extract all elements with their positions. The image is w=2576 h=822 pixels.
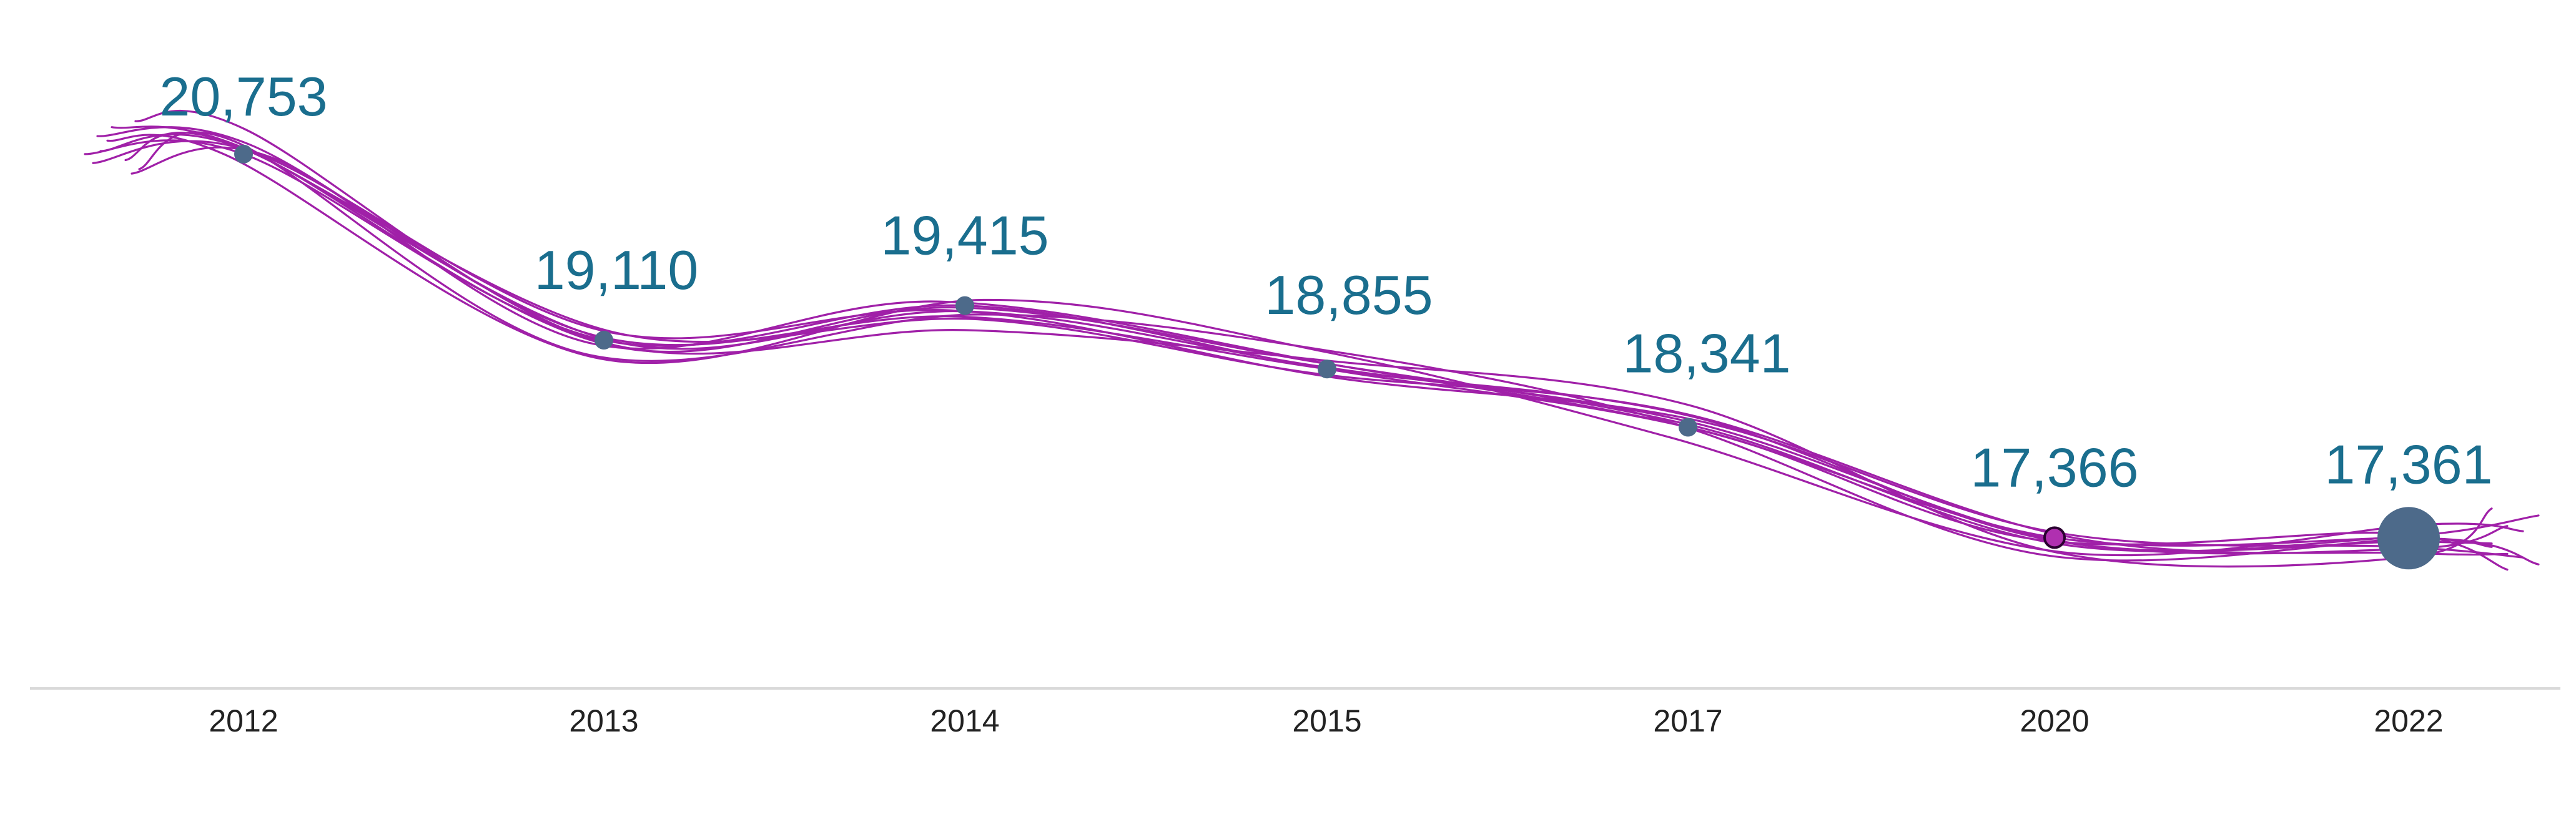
trend-lines: [84, 109, 2540, 571]
x-tick-label-2022: 2022: [2374, 703, 2443, 738]
x-tick-label-2014: 2014: [930, 703, 999, 738]
value-labels: 20,753 19,110 19,415 18,855 18,341 17,366 17,3…: [159, 66, 2492, 498]
value-label-2015: 18,855: [1265, 264, 1433, 326]
data-point-2015: [1318, 360, 1336, 379]
value-label-2022: 17,361: [2324, 433, 2492, 495]
data-point-2022: [2377, 507, 2440, 570]
trend-line-4: [111, 125, 2540, 552]
trend-line-2: [96, 126, 2509, 555]
value-label-2013: 19,110: [535, 239, 699, 301]
data-point-2012: [234, 144, 253, 164]
data-point-2020: [2043, 526, 2066, 549]
trend-line-10: [131, 146, 2509, 571]
x-tick-label-2012: 2012: [209, 703, 278, 738]
x-tick-label-2013: 2013: [569, 703, 638, 738]
value-label-2012: 20,753: [159, 66, 327, 127]
x-tick-label-2017: 2017: [1653, 703, 1722, 738]
x-tick-label-2015: 2015: [1292, 703, 1361, 738]
value-label-2020: 17,366: [1970, 436, 2138, 498]
data-markers: [234, 144, 2440, 570]
x-tick-labels: 2012 2013 2014 2015 2017 2020 2022: [209, 703, 2443, 738]
trend-line-5: [99, 133, 2493, 552]
trend-line-7: [106, 134, 2524, 557]
trend-line-8: [138, 131, 2540, 565]
data-point-2014: [955, 296, 974, 315]
trend-line-6: [124, 131, 2509, 556]
data-point-2017: [1679, 418, 1697, 437]
value-label-2014: 19,415: [881, 205, 1049, 267]
data-point-2013: [595, 330, 613, 350]
x-tick-label-2020: 2020: [2020, 703, 2089, 738]
value-label-2017: 18,341: [1622, 322, 1790, 384]
